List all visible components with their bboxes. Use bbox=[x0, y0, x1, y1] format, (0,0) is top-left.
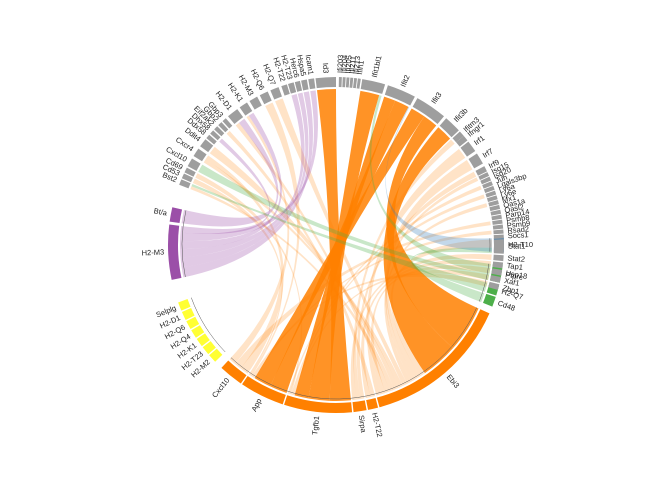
sector-selplg-16 bbox=[178, 299, 190, 311]
sector-label-sirpa-6: Sirpa bbox=[357, 415, 369, 434]
sector-sirpa-6 bbox=[353, 400, 367, 412]
sector-label-ifit1bl1-47: Ifit1bl1 bbox=[370, 55, 384, 79]
sector-stat1-70 bbox=[494, 239, 504, 254]
sector-h2-q7-34 bbox=[270, 87, 282, 99]
sector-ifi211-44 bbox=[349, 78, 353, 88]
sector-ifi213-45 bbox=[353, 78, 357, 88]
sector-h2-t23-36 bbox=[288, 82, 296, 93]
sector-label-app-8: App bbox=[250, 397, 264, 413]
sector-label-ifih1-46: Ifih1 bbox=[355, 60, 366, 75]
sector-cxcr4-23 bbox=[194, 149, 207, 162]
sector-h2-k1-31 bbox=[240, 103, 253, 116]
sector-label-cxcl10-9: Cxcl10 bbox=[210, 376, 231, 400]
sector-label-h2-t22-5: H2-T22 bbox=[370, 412, 384, 438]
sector-cd48-3 bbox=[483, 294, 496, 307]
sector-label-bt-a-18: Bt/a bbox=[153, 206, 169, 217]
sector-ifih1-46 bbox=[357, 78, 361, 88]
sector-h2-m3-32 bbox=[249, 97, 261, 110]
sector-cxcl10-22 bbox=[188, 158, 201, 170]
sector-h2-m3-17 bbox=[168, 225, 181, 280]
sector-icam1-39 bbox=[308, 78, 315, 89]
sector-label-h2-m3-17: H2-M3 bbox=[141, 247, 164, 257]
sector-ifi205-43 bbox=[346, 77, 350, 87]
sector-herc6-37 bbox=[295, 81, 302, 92]
sector-hspa5-38 bbox=[301, 80, 308, 91]
sector-ifi204-42 bbox=[342, 77, 345, 87]
sector-h2-t22-35 bbox=[281, 84, 290, 95]
sector-psmb9-67 bbox=[493, 225, 503, 230]
links-layer bbox=[180, 89, 492, 401]
sector-irf7-54 bbox=[469, 154, 483, 169]
sector-label-socs1-69: Socs1 bbox=[508, 230, 529, 240]
sector-label-ifit2-48: Ifit2 bbox=[399, 74, 412, 89]
sector-h2-q6-33 bbox=[260, 92, 272, 105]
sector-bt-a-18 bbox=[170, 207, 182, 223]
sector-label-stat1-70: Stat1 bbox=[508, 241, 526, 250]
sector-id3-40 bbox=[316, 77, 336, 88]
sector-psmb8-66 bbox=[492, 220, 502, 225]
sector-label-cd48-3: Cd48 bbox=[497, 298, 517, 313]
sector-parp14-65 bbox=[491, 215, 502, 221]
sector-label-irf7-54: Irf7 bbox=[481, 147, 495, 160]
sector-label-ebi3-4: Ebi3 bbox=[445, 373, 462, 390]
sector-socs1-69 bbox=[494, 234, 504, 238]
sector-label-tgfb1-7: Tgfb1 bbox=[310, 415, 321, 435]
sector-h2-t22-5 bbox=[366, 398, 378, 410]
sector-rsad2-68 bbox=[493, 229, 503, 234]
sector-label-id3-40: Id3 bbox=[321, 63, 331, 74]
sector-ifi203-41 bbox=[339, 77, 342, 87]
sector-label-ifit3-49: Ifit3 bbox=[429, 90, 443, 105]
sector-stat2-71 bbox=[493, 255, 503, 261]
